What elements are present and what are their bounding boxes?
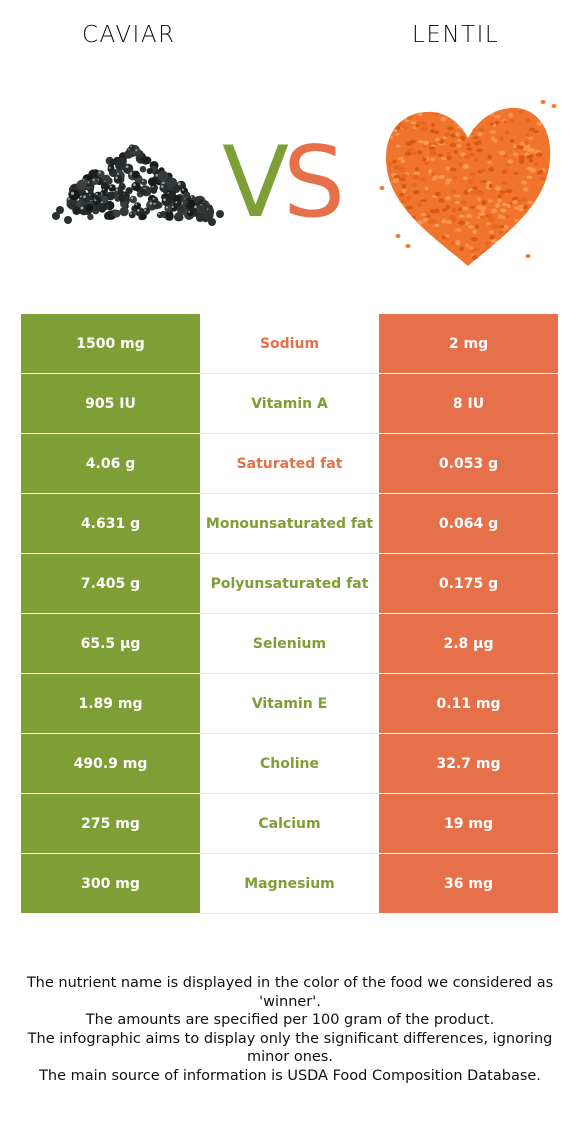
right-food-title: LENTIL	[412, 22, 500, 48]
table-row: 490.9 mg Choline 32.7 mg	[21, 734, 558, 794]
vs-s: S	[283, 126, 345, 240]
footer-line-4: The main source of information is USDA F…	[39, 1067, 541, 1084]
left-value: 4.631 g	[21, 494, 200, 553]
right-value: 2 mg	[379, 314, 558, 373]
caviar-image	[52, 144, 224, 226]
left-value: 1.89 mg	[21, 674, 200, 733]
footer-line-1: The nutrient name is displayed in the co…	[26, 975, 554, 1010]
nutrient-name: Choline	[200, 734, 379, 793]
nutrient-name: Saturated fat	[200, 434, 379, 493]
vs-label: VS	[222, 126, 345, 240]
table-row: 300 mg Magnesium 36 mg	[21, 854, 558, 914]
left-value: 1500 mg	[21, 314, 200, 373]
left-value: 65.5 µg	[21, 614, 200, 673]
nutrient-name: Monounsaturated fat	[200, 494, 379, 553]
left-food-title: CAVIAR	[82, 22, 176, 48]
left-value: 275 mg	[21, 794, 200, 853]
table-row: 275 mg Calcium 19 mg	[21, 794, 558, 854]
left-value: 7.405 g	[21, 554, 200, 613]
nutrient-name: Vitamin A	[200, 374, 379, 433]
right-value: 0.175 g	[379, 554, 558, 613]
left-value: 490.9 mg	[21, 734, 200, 793]
table-row: 7.405 g Polyunsaturated fat 0.175 g	[21, 554, 558, 614]
left-value: 300 mg	[21, 854, 200, 913]
right-value: 19 mg	[379, 794, 558, 853]
right-value: 0.053 g	[379, 434, 558, 493]
left-value: 4.06 g	[21, 434, 200, 493]
footer-line-3: The infographic aims to display only the…	[27, 1030, 553, 1066]
nutrient-name: Calcium	[200, 794, 379, 853]
table-row: 1.89 mg Vitamin E 0.11 mg	[21, 674, 558, 734]
footer-line-2: The amounts are specified per 100 gram o…	[85, 1012, 495, 1028]
nutrient-name: Vitamin E	[200, 674, 379, 733]
nutrient-name: Sodium	[200, 314, 379, 373]
right-value: 0.11 mg	[379, 674, 558, 733]
table-row: 4.631 g Monounsaturated fat 0.064 g	[21, 494, 558, 554]
right-value: 32.7 mg	[379, 734, 558, 793]
right-value: 8 IU	[379, 374, 558, 433]
table-row: 4.06 g Saturated fat 0.053 g	[21, 434, 558, 494]
vs-v: V	[222, 126, 289, 240]
right-value: 36 mg	[379, 854, 558, 913]
right-value: 2.8 µg	[379, 614, 558, 673]
footer-notes: The nutrient name is displayed in the co…	[18, 974, 562, 1085]
table-row: 1500 mg Sodium 2 mg	[21, 314, 558, 374]
left-value: 905 IU	[21, 374, 200, 433]
lentil-heart-image	[379, 100, 557, 267]
nutrient-name: Magnesium	[200, 854, 379, 913]
right-value: 0.064 g	[379, 494, 558, 553]
table-row: 65.5 µg Selenium 2.8 µg	[21, 614, 558, 674]
nutrient-name: Polyunsaturated fat	[200, 554, 379, 613]
nutrient-name: Selenium	[200, 614, 379, 673]
